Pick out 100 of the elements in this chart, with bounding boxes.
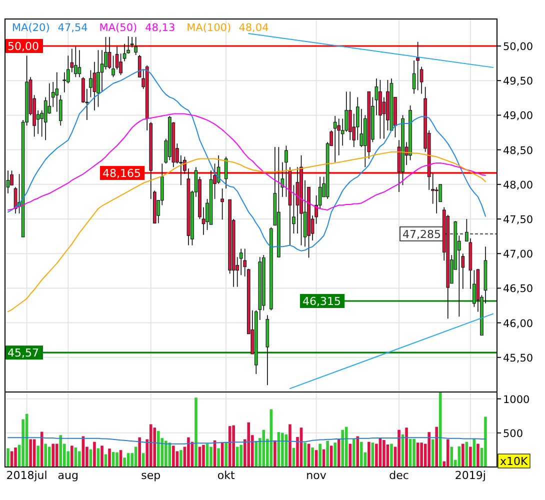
bar — [232, 425, 235, 467]
bar — [44, 444, 47, 467]
x-tick-label: aug — [58, 469, 79, 482]
candlestick — [284, 145, 288, 198]
bar — [59, 435, 62, 467]
candlestick — [220, 188, 224, 220]
bar — [446, 439, 450, 467]
text: MA(20) — [12, 22, 50, 34]
bar — [138, 437, 141, 467]
bar — [428, 432, 430, 467]
bar — [382, 440, 386, 467]
y-tick-label: 48,50 — [503, 144, 534, 157]
bar — [435, 426, 438, 467]
candlestick — [416, 41, 420, 91]
annotation: 47,54 — [58, 22, 88, 34]
candlestick — [78, 50, 82, 78]
bar — [281, 432, 284, 467]
bar — [70, 446, 74, 467]
candlestick — [89, 70, 92, 98]
ref-line-label: 46,315 — [302, 295, 341, 308]
text: MA(100) — [186, 22, 232, 34]
candlestick — [239, 248, 243, 276]
bar — [164, 440, 168, 467]
bar — [476, 444, 480, 467]
bar — [202, 444, 205, 467]
candlestick — [122, 44, 126, 62]
line-series — [8, 69, 486, 252]
bar — [420, 442, 423, 467]
bar — [398, 430, 400, 467]
bar — [78, 451, 81, 467]
bar — [247, 422, 250, 467]
y-tick-label: 45,50 — [503, 352, 534, 364]
bar — [240, 444, 242, 467]
candlestick — [92, 62, 96, 111]
y-tick-label: 46,50 — [503, 283, 534, 296]
y-tick-label: 49,00 — [503, 110, 534, 122]
x-tick-label: 2019j — [454, 469, 486, 482]
x-tick-label: sep — [141, 469, 161, 482]
text: MA(50) — [99, 22, 138, 34]
bar — [341, 430, 344, 467]
ref-line-label: 47,285 — [402, 228, 441, 241]
x-tick-label: okt — [217, 469, 236, 482]
bar — [412, 438, 416, 467]
bar — [172, 446, 175, 467]
candlestick — [224, 156, 228, 189]
ref-line-label: 48,165 — [102, 166, 141, 180]
bar — [55, 444, 58, 467]
bar — [100, 446, 104, 467]
ref-line-label: 50,00 — [8, 40, 39, 53]
ref-line-label: 45,57 — [8, 346, 39, 360]
bar — [390, 444, 393, 467]
candlestick — [62, 72, 66, 93]
annotation: 48,04 — [238, 22, 270, 34]
bar — [288, 424, 292, 467]
candlestick — [134, 36, 138, 56]
bar — [149, 424, 152, 467]
candlestick — [96, 50, 100, 108]
bar — [405, 428, 408, 467]
y-tick-label: 1000 — [503, 394, 530, 406]
bar — [352, 438, 356, 467]
bar — [153, 428, 156, 467]
bar — [14, 448, 17, 467]
candlestick — [216, 154, 220, 184]
line-series — [8, 437, 486, 444]
bar — [29, 439, 32, 467]
bar — [337, 439, 340, 467]
y-tick-label: 500 — [503, 428, 524, 440]
bar — [116, 452, 118, 467]
y-tick-label: 50,00 — [503, 40, 534, 53]
candlestick — [420, 66, 424, 94]
bar — [360, 442, 363, 467]
bar — [36, 446, 40, 467]
bar — [311, 448, 314, 467]
bar — [210, 446, 212, 467]
bar — [6, 448, 10, 467]
bar — [254, 441, 258, 467]
bar — [93, 442, 96, 467]
bar — [194, 398, 198, 467]
bar — [274, 440, 276, 467]
candlestick — [434, 186, 438, 214]
x-tick-label: 2018jul — [6, 469, 48, 482]
bar — [52, 444, 55, 467]
candlestick — [74, 46, 78, 78]
bar — [180, 450, 182, 467]
bar — [217, 448, 220, 467]
y-tick-label: 47,00 — [503, 248, 534, 261]
bar — [48, 446, 51, 467]
bar — [304, 442, 306, 467]
candlestick — [100, 50, 104, 92]
bar — [348, 444, 352, 467]
x-tick-label: nov — [306, 469, 327, 482]
bar — [368, 442, 370, 467]
y-tick-label: 46,00 — [503, 318, 534, 330]
bar — [108, 448, 111, 467]
bar — [438, 392, 442, 467]
candlestick — [378, 80, 382, 140]
bar — [224, 442, 228, 467]
bar — [318, 444, 322, 467]
y-tick-label: 48,00 — [503, 179, 534, 192]
bar — [462, 444, 464, 467]
